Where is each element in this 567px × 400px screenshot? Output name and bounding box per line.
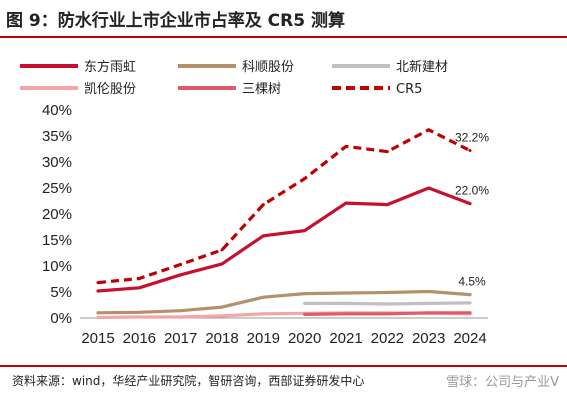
y-tick-label: 10% xyxy=(42,258,72,275)
legend-label-科顺股份: 科顺股份 xyxy=(242,60,294,75)
data-point-东方雨虹 xyxy=(385,203,389,207)
y-tick-label: 20% xyxy=(42,206,72,223)
data-point-凯伦股份 xyxy=(179,315,183,319)
source-note: 资料来源：wind，华经产业研究院，智研咨询，西部证券研发中心 xyxy=(12,374,365,388)
data-point-CR5 xyxy=(385,150,389,154)
series-line-CR5 xyxy=(97,128,471,285)
data-point-北新建材 xyxy=(303,301,307,305)
y-tick-label: 40% xyxy=(42,102,72,119)
x-tick-label: 2020 xyxy=(288,330,321,347)
x-tick-label: 2019 xyxy=(247,330,280,347)
data-point-CR5 xyxy=(179,262,183,266)
data-point-三棵树 xyxy=(468,311,472,315)
data-point-东方雨虹 xyxy=(427,186,431,190)
data-point-凯伦股份 xyxy=(137,315,141,319)
cr5-market-share-chart: 0% 5% 10% 15% 20% 25% 30% 35% 40% 2015 2016 2017 201… xyxy=(20,59,489,347)
data-point-东方雨虹 xyxy=(468,202,472,206)
data-point-科顺股份 xyxy=(385,291,389,295)
data-point-北新建材 xyxy=(344,301,348,305)
data-point-科顺股份 xyxy=(303,292,307,296)
y-tick-label: 5% xyxy=(50,284,72,301)
title-rule xyxy=(0,36,567,38)
source-rule xyxy=(0,365,567,367)
data-point-科顺股份 xyxy=(96,311,100,315)
data-point-科顺股份 xyxy=(468,293,472,297)
figure-title: 图 9：防水行业上市企业市占率及 CR5 测算 xyxy=(6,11,345,31)
x-tick-label: 2018 xyxy=(205,330,238,347)
legend-label-凯伦股份: 凯伦股份 xyxy=(84,82,136,97)
data-point-CR5 xyxy=(468,149,472,153)
data-point-凯伦股份 xyxy=(220,314,224,318)
data-point-三棵树 xyxy=(303,312,307,316)
data-point-三棵树 xyxy=(385,312,389,316)
x-tick-label: 2023 xyxy=(412,330,445,347)
data-point-三棵树 xyxy=(344,312,348,316)
data-point-东方雨虹 xyxy=(261,234,265,238)
data-point-科顺股份 xyxy=(179,309,183,313)
data-point-东方雨虹 xyxy=(220,262,224,266)
series-line-科顺股份 xyxy=(96,289,472,315)
data-point-东方雨虹 xyxy=(344,201,348,205)
watermark: 雪球：公司与产业V xyxy=(446,375,559,390)
data-point-CR5 xyxy=(427,128,431,132)
data-point-CR5 xyxy=(96,281,100,285)
data-point-科顺股份 xyxy=(427,289,431,293)
data-point-CR5 xyxy=(137,276,141,280)
legend-label-东方雨虹: 东方雨虹 xyxy=(84,59,136,75)
x-tick-label: 2024 xyxy=(453,330,486,347)
data-point-科顺股份 xyxy=(344,291,348,295)
data-point-CR5 xyxy=(303,177,307,181)
data-point-CR5 xyxy=(261,203,265,207)
data-point-科顺股份 xyxy=(261,295,265,299)
legend-label-北新建材: 北新建材 xyxy=(396,59,448,75)
end-data-label-东方雨虹: 22.0% xyxy=(455,184,489,198)
data-point-北新建材 xyxy=(468,301,472,305)
legend-label-CR5: CR5 xyxy=(396,82,422,97)
legend-label-三棵树: 三棵树 xyxy=(242,82,281,97)
data-point-科顺股份 xyxy=(220,305,224,309)
data-point-凯伦股份 xyxy=(96,315,100,319)
data-point-北新建材 xyxy=(427,301,431,305)
data-point-东方雨虹 xyxy=(179,273,183,277)
x-tick-label: 2021 xyxy=(329,330,362,347)
x-tick-label: 2016 xyxy=(123,330,156,347)
x-tick-label: 2015 xyxy=(81,330,114,347)
data-point-CR5 xyxy=(344,144,348,148)
y-tick-label: 35% xyxy=(42,128,72,145)
data-point-东方雨虹 xyxy=(96,289,100,293)
end-data-label-CR5: 32.2% xyxy=(455,131,489,145)
data-point-CR5 xyxy=(220,248,224,252)
y-tick-label: 25% xyxy=(42,180,72,197)
title-bar: 图 9：防水行业上市企业市占率及 CR5 测算 xyxy=(0,0,567,38)
x-tick-label: 2017 xyxy=(164,330,197,347)
y-tick-label: 0% xyxy=(50,310,72,327)
end-data-label-科顺股份: 4.5% xyxy=(458,275,486,289)
data-point-东方雨虹 xyxy=(137,286,141,290)
y-tick-label: 30% xyxy=(42,154,72,171)
data-point-北新建材 xyxy=(385,302,389,306)
data-point-凯伦股份 xyxy=(261,312,265,316)
data-point-东方雨虹 xyxy=(303,229,307,233)
data-point-科顺股份 xyxy=(137,310,141,314)
data-point-三棵树 xyxy=(427,311,431,315)
y-tick-label: 15% xyxy=(42,232,72,249)
series-line-东方雨虹 xyxy=(96,186,472,293)
x-tick-label: 2022 xyxy=(371,330,404,347)
